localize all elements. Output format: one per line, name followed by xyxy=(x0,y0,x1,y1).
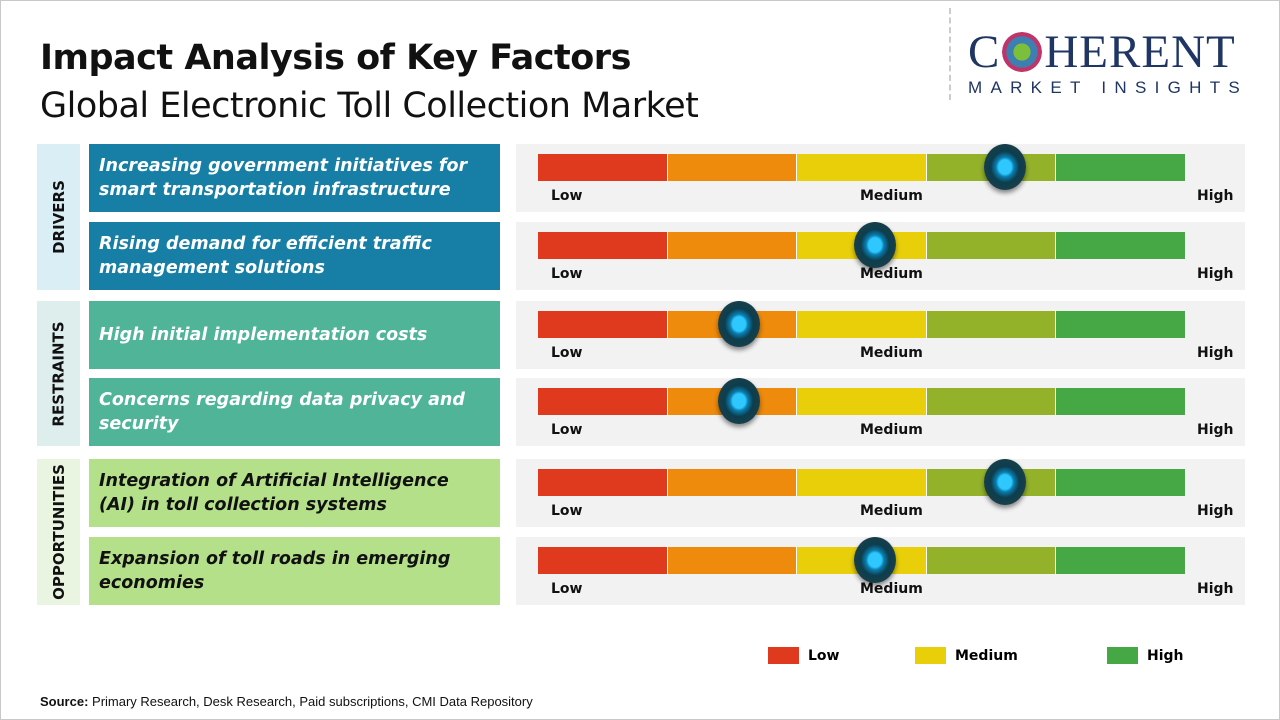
gauge-segment xyxy=(797,154,927,181)
impact-gauge: Low Medium High xyxy=(516,459,1245,527)
scale-label-medium: Medium xyxy=(860,345,923,361)
logo-c: C xyxy=(968,26,1001,78)
legend-item-low: Low xyxy=(768,647,839,664)
impact-gauge: Low Medium High xyxy=(516,222,1245,290)
scale-label-high: High xyxy=(1197,188,1234,204)
gauge-segment xyxy=(667,547,798,574)
gauge-segment xyxy=(1056,154,1186,181)
factor-label: Concerns regarding data privacy and secu… xyxy=(99,390,465,434)
gauge-segment xyxy=(667,232,798,259)
scale-label-low: Low xyxy=(551,422,583,438)
scale-label-medium: Medium xyxy=(860,266,923,282)
impact-marker xyxy=(983,459,1026,505)
factor-label: Integration of Artificial Intelligence (… xyxy=(99,471,449,515)
coherent-logo: C HERENT MARKET INSIGHTS xyxy=(968,26,1263,98)
scale-label-high: High xyxy=(1197,503,1234,519)
source-text: Primary Research, Desk Research, Paid su… xyxy=(88,694,533,709)
scale-label-low: Low xyxy=(551,188,583,204)
gauge-segment xyxy=(926,232,1057,259)
category-restraints: RESTRAINTS xyxy=(37,301,80,446)
scale-label-low: Low xyxy=(551,503,583,519)
impact-marker xyxy=(983,144,1026,190)
gauge-segment xyxy=(667,154,798,181)
gauge-segment xyxy=(797,469,927,496)
gauge-segment xyxy=(926,547,1057,574)
scale-label-low: Low xyxy=(551,581,583,597)
gauge-segment xyxy=(797,388,927,415)
factor-box: High initial implementation costs xyxy=(89,301,500,369)
gauge-segment xyxy=(1056,232,1186,259)
factor-box: Rising demand for efficient traffic mana… xyxy=(89,222,500,290)
scale-label-high: High xyxy=(1197,581,1234,597)
category-drivers: DRIVERS xyxy=(37,144,80,290)
scale-label-medium: Medium xyxy=(860,581,923,597)
gauge-segment xyxy=(1056,547,1186,574)
legend-label: Medium xyxy=(955,647,1018,664)
scale-label-low: Low xyxy=(551,266,583,282)
category-label: DRIVERS xyxy=(49,180,68,254)
category-label: RESTRAINTS xyxy=(49,320,68,427)
scale-label-medium: Medium xyxy=(860,503,923,519)
legend-swatch xyxy=(915,647,946,664)
impact-gauge: Low Medium High xyxy=(516,378,1245,446)
scale-label-low: Low xyxy=(551,345,583,361)
legend-label: High xyxy=(1147,647,1184,664)
gauge-segment xyxy=(926,311,1057,338)
legend-swatch xyxy=(768,647,799,664)
gauge-segment xyxy=(797,311,927,338)
factor-box: Expansion of toll roads in emerging econ… xyxy=(89,537,500,605)
globe-icon xyxy=(1002,32,1043,72)
gauge-segment xyxy=(538,388,668,415)
scale-label-high: High xyxy=(1197,422,1234,438)
logo-herent: HERENT xyxy=(1044,26,1236,78)
category-label: OPPORTUNITIES xyxy=(49,464,68,600)
gauge-segment xyxy=(1056,311,1186,338)
gauge-segment xyxy=(538,311,668,338)
factor-box: Increasing government initiatives for sm… xyxy=(89,144,500,212)
logo-subtitle: MARKET INSIGHTS xyxy=(968,78,1249,97)
gauge-segment xyxy=(1056,388,1186,415)
gauge-segment xyxy=(538,469,668,496)
gauge-segment xyxy=(538,154,668,181)
factor-box: Concerns regarding data privacy and secu… xyxy=(89,378,500,446)
legend-swatch xyxy=(1107,647,1138,664)
impact-gauge: Low Medium High xyxy=(516,537,1245,605)
divider xyxy=(949,8,951,100)
gauge-segment xyxy=(538,232,668,259)
page-title: Impact Analysis of Key Factors xyxy=(40,38,631,78)
gauge-segment xyxy=(926,388,1057,415)
factor-label: High initial implementation costs xyxy=(99,325,428,345)
impact-marker xyxy=(717,301,760,347)
impact-marker xyxy=(853,537,896,583)
page-subtitle: Global Electronic Toll Collection Market xyxy=(40,86,699,126)
legend-item-medium: Medium xyxy=(915,647,1018,664)
source-note: Source: Primary Research, Desk Research,… xyxy=(40,694,533,709)
factor-label: Expansion of toll roads in emerging econ… xyxy=(99,549,451,593)
gauge-segment xyxy=(667,469,798,496)
source-label: Source: xyxy=(40,694,89,709)
impact-marker xyxy=(853,222,896,268)
scale-label-medium: Medium xyxy=(860,188,923,204)
gauge-segment xyxy=(1056,469,1186,496)
legend-label: Low xyxy=(808,647,840,664)
factor-label: Increasing government initiatives for sm… xyxy=(99,156,468,200)
scale-label-high: High xyxy=(1197,266,1234,282)
scale-label-high: High xyxy=(1197,345,1234,361)
impact-marker xyxy=(717,378,760,424)
factor-label: Rising demand for efficient traffic mana… xyxy=(99,234,432,278)
category-opportunities: OPPORTUNITIES xyxy=(37,459,80,605)
scale-label-medium: Medium xyxy=(860,422,923,438)
impact-gauge: Low Medium High xyxy=(516,301,1245,369)
factor-box: Integration of Artificial Intelligence (… xyxy=(89,459,500,527)
legend-item-high: High xyxy=(1107,647,1184,664)
impact-gauge: Low Medium High xyxy=(516,144,1245,212)
gauge-segment xyxy=(538,547,668,574)
